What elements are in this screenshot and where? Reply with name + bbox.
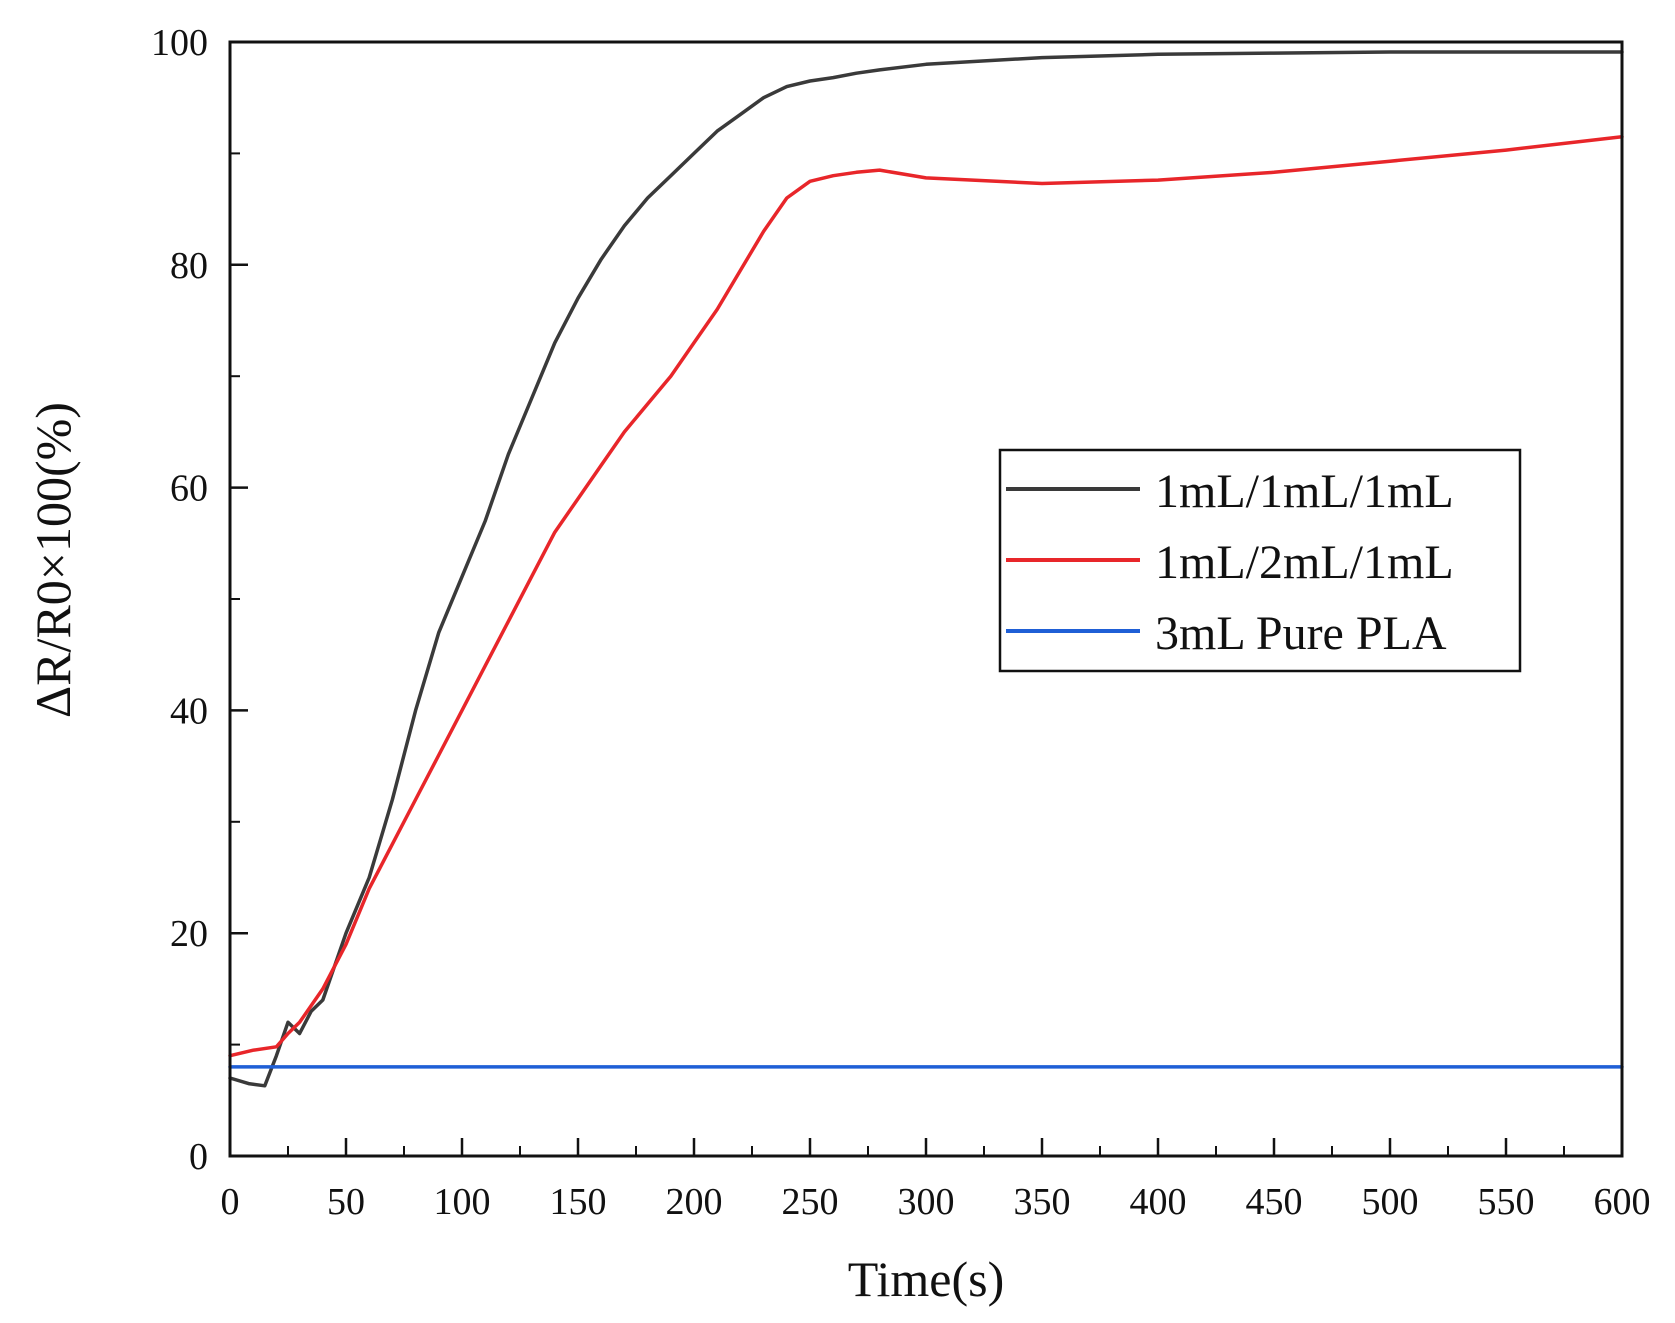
x-tick-label: 100 [434, 1181, 491, 1223]
legend-label-1: 1mL/1mL/1mL [1155, 465, 1454, 518]
y-tick-label: 20 [170, 913, 208, 955]
x-tick-label: 600 [1594, 1181, 1651, 1223]
y-axis: 0 20 40 60 80 100 [151, 22, 248, 1178]
x-tick-label: 0 [221, 1181, 240, 1223]
legend-label-2: 1mL/2mL/1mL [1155, 536, 1454, 589]
x-axis: 0 50 100 150 200 250 300 350 400 450 500 550 600 [221, 1138, 1651, 1223]
y-axis-title: ΔR/R0×100(%) [25, 402, 81, 718]
x-tick-label: 550 [1478, 1181, 1535, 1223]
y-tick-label: 0 [189, 1136, 208, 1178]
y-tick-label: 80 [170, 245, 208, 287]
plot-lines [228, 50, 1624, 1088]
x-tick-label: 250 [782, 1181, 839, 1223]
x-tick-label: 200 [666, 1181, 723, 1223]
series-line-1 [228, 50, 1624, 1088]
y-tick-label: 100 [151, 22, 208, 64]
x-tick-label: 400 [1130, 1181, 1187, 1223]
x-tick-label: 350 [1014, 1181, 1071, 1223]
x-tick-label: 300 [898, 1181, 955, 1223]
x-tick-label: 50 [327, 1181, 365, 1223]
x-axis-title: Time(s) [848, 1251, 1005, 1307]
y-tick-label: 40 [170, 690, 208, 732]
legend-label-3: 3mL Pure PLA [1155, 607, 1447, 660]
legend: 1mL/1mL/1mL 1mL/2mL/1mL 3mL Pure PLA [998, 448, 1522, 673]
x-tick-label: 500 [1362, 1181, 1419, 1223]
y-tick-label: 60 [170, 468, 208, 510]
x-tick-label: 450 [1246, 1181, 1303, 1223]
series-line-2 [228, 134, 1624, 1058]
x-tick-label: 150 [550, 1181, 607, 1223]
